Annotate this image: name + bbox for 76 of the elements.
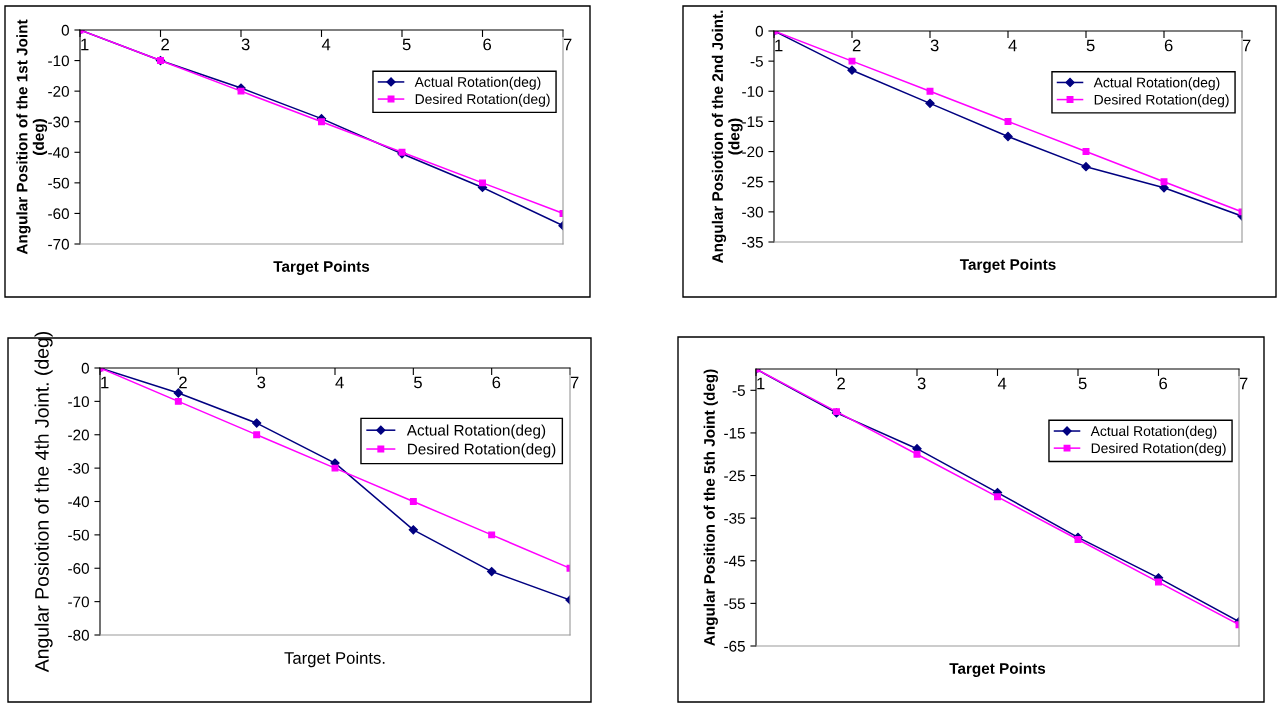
x-axis-title: Target Points [273, 260, 370, 275]
y-tick-label: -40 [48, 147, 69, 158]
y-tick-label: -55 [724, 598, 745, 610]
x-tick-label: 7 [1239, 377, 1248, 390]
x-tick-label: 4 [1008, 39, 1017, 52]
y-axis-title: Angular Posiotion of the 4th Joint. (deg) [34, 331, 53, 673]
x-tick-label: 1 [775, 39, 783, 52]
y-tick-label: -5 [732, 385, 745, 396]
y-tick-label: -25 [724, 470, 745, 482]
legend-label: Desired Rotation(deg) [408, 443, 556, 458]
y-tick-label: -60 [48, 208, 69, 220]
x-tick-label: 3 [930, 39, 939, 52]
x-tick-label: 5 [414, 376, 422, 389]
y-tick-label: -15 [724, 427, 745, 439]
x-tick-label: 2 [852, 39, 861, 52]
y-tick-label: -50 [68, 529, 89, 541]
x-tick-label: 5 [1086, 39, 1095, 52]
legend-label: Actual Rotation(deg) [406, 424, 546, 439]
x-axis-title: Target Points [949, 662, 1046, 677]
legend-label: Desired Rotation(deg) [1094, 94, 1229, 108]
y-tick-label: -50 [48, 177, 69, 189]
legend-label: Actual Rotation(deg) [1093, 77, 1220, 91]
y-axis-title: Angular Position of the 1st Joint (deg) [16, 19, 48, 255]
x-tick-label: 4 [997, 377, 1007, 390]
x-tick-label: 2 [179, 376, 187, 389]
y-tick-label: -45 [724, 555, 745, 567]
y-tick-label: -80 [68, 629, 89, 641]
x-tick-label: 1 [81, 38, 89, 51]
x-tick-label: 6 [1164, 39, 1173, 52]
x-tick-label: 5 [402, 38, 411, 51]
y-tick-label: 0 [755, 25, 763, 37]
x-tick-label: 6 [492, 376, 501, 389]
y-tick-label: -30 [68, 462, 89, 474]
x-tick-label: 6 [483, 38, 492, 51]
legend-label: Desired Rotation(deg) [1091, 442, 1226, 456]
y-tick-label: -70 [48, 238, 69, 250]
y-tick-label: -70 [68, 596, 89, 608]
x-tick-label: 5 [1078, 377, 1087, 390]
y-tick-label: -60 [68, 563, 89, 574]
y-tick-label: -25 [742, 176, 763, 188]
y-tick-label: -10 [742, 86, 763, 97]
y-tick-label: 0 [61, 24, 69, 36]
y-tick-label: -30 [48, 116, 69, 128]
y-tick-label: -10 [48, 55, 69, 67]
x-tick-label: 6 [1159, 377, 1168, 390]
x-tick-label: 3 [241, 38, 250, 51]
y-tick-label: -20 [742, 146, 763, 158]
y-tick-label: 0 [81, 362, 89, 374]
y-tick-label: -5 [750, 56, 763, 67]
x-tick-label: 3 [917, 377, 926, 390]
y-tick-label: -30 [742, 206, 763, 218]
y-tick-label: -35 [724, 513, 745, 524]
y-axis-title: Angular Posiotion of the 2nd Joint. (deg) [711, 10, 743, 263]
x-axis-title: Target Points. [284, 651, 385, 668]
x-tick-label: 2 [161, 38, 169, 51]
y-tick-label: -40 [68, 496, 89, 508]
y-tick-label: -15 [742, 116, 763, 128]
x-tick-label: 4 [321, 38, 331, 51]
x-tick-label: 3 [257, 376, 266, 389]
y-tick-label: -20 [48, 86, 69, 97]
x-tick-label: 1 [101, 376, 109, 389]
x-tick-label: 7 [1242, 39, 1251, 52]
y-tick-label: -65 [724, 640, 745, 652]
y-tick-label: -20 [68, 429, 89, 441]
legend-label: Actual Rotation(deg) [1090, 425, 1217, 439]
x-tick-label: 1 [757, 377, 765, 390]
y-axis-title: Angular Position of the 5th Joint (deg) [703, 369, 718, 646]
x-axis-title: Target Points [959, 258, 1056, 273]
legend-label: Actual Rotation(deg) [414, 76, 541, 90]
x-tick-label: 2 [837, 377, 845, 390]
y-tick-label: -35 [742, 236, 763, 248]
x-tick-label: 7 [570, 376, 579, 389]
x-tick-label: 4 [335, 376, 344, 389]
x-tick-label: 7 [563, 38, 572, 51]
y-tick-label: -10 [68, 396, 89, 408]
legend-label: Desired Rotation(deg) [415, 93, 550, 107]
